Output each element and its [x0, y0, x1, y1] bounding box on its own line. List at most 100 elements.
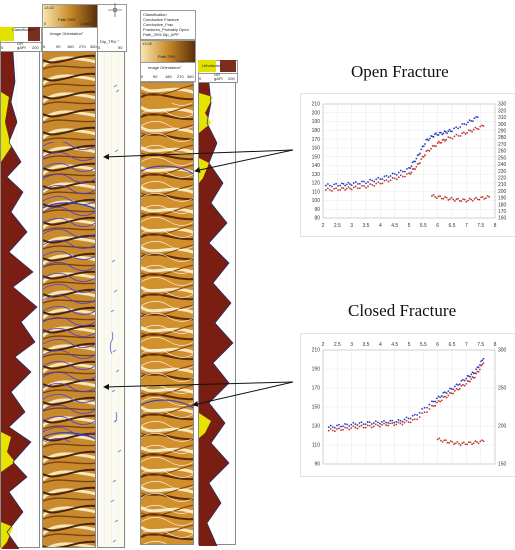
left-log-image-header [42, 27, 98, 52]
chart-data-point [465, 123, 468, 126]
chart-data-point [347, 181, 350, 184]
chart-data-point [450, 196, 453, 199]
chart-data-point [405, 416, 408, 419]
chart-data-point [449, 391, 451, 394]
chart-data-point [397, 418, 400, 421]
chart-data-point [329, 189, 331, 191]
left-log-orient-0: 0 [43, 44, 46, 49]
chart-data-point [440, 131, 442, 134]
chart-data-point [393, 172, 396, 175]
chart-x-tick-label: 7.5 [477, 342, 484, 348]
chart-y-left-tick-label: 130 [312, 172, 321, 178]
chart-data-point [465, 200, 468, 203]
left-log-header-scale-min: 0 [44, 21, 47, 26]
open-fracture-chart: 2 2.5 3 3.5 4 4.5 5 5.5 6 6.5 7 7.5 8 210 200 190 180 170… [300, 93, 515, 237]
chart-x-tick-label: 3.5 [363, 223, 370, 229]
chart-x-tick-label: 2.5 [334, 342, 341, 348]
chart-data-point [356, 424, 359, 426]
chart-data-point [436, 438, 439, 441]
chart-y-right-tick-label: 180 [498, 202, 507, 208]
chart-y-left-tick-label: 190 [312, 119, 321, 125]
chart-data-point [419, 152, 421, 155]
chart-data-point [413, 418, 416, 420]
chart-data-point [340, 186, 343, 189]
chart-data-point [413, 413, 416, 416]
chart-y-right-tick-label: 200 [498, 424, 507, 430]
left-log-gr-unit: gAPI [17, 45, 26, 50]
chart-data-point [476, 441, 478, 444]
chart-data-point [469, 441, 472, 444]
chart-data-point [358, 422, 361, 424]
right-log-gr-track [198, 82, 237, 546]
chart-x-tick-label: 5 [408, 342, 411, 348]
chart-x-tick-label: 5 [408, 223, 411, 229]
chart-data-point [437, 140, 440, 143]
chart-data-point [426, 138, 429, 141]
chart-data-point [449, 440, 452, 443]
chart-data-point [401, 423, 404, 426]
chart-data-point [474, 376, 476, 379]
right-log-orient-180: 180 [165, 74, 172, 79]
chart-data-point [422, 145, 425, 148]
chart-data-point [379, 182, 382, 185]
chart-data-point [393, 177, 396, 180]
chart-data-point [425, 150, 428, 152]
chart-data-point [446, 441, 449, 444]
chart-data-point [455, 383, 458, 386]
chart-data-point [331, 429, 334, 432]
chart-data-point [444, 391, 446, 394]
chart-data-point [393, 421, 396, 424]
chart-data-point [474, 440, 477, 442]
chart-data-point [411, 418, 414, 421]
chart-y-left-tick-label: 210 [312, 102, 321, 108]
chart-data-point [428, 150, 431, 152]
right-log-image-label: Image Orientation° [148, 65, 182, 70]
chart-data-point [448, 442, 451, 444]
chart-data-point [451, 137, 454, 140]
chart-y-left-tick-label: 170 [312, 137, 321, 143]
chart-data-point [363, 180, 365, 183]
chart-data-point [395, 173, 398, 176]
left-log-dip-label: Dip_TRU ° [100, 39, 120, 44]
right-log-gr-unit: gAPI [214, 76, 223, 81]
chart-data-point [345, 187, 348, 190]
chart-data-point [421, 412, 424, 415]
chart-data-point [420, 148, 423, 151]
chart-data-point [439, 400, 442, 403]
chart-data-point [346, 426, 349, 429]
chart-data-point [467, 199, 469, 202]
chart-data-point [434, 404, 437, 407]
chart-data-point [426, 406, 428, 409]
chart-data-point [440, 395, 443, 397]
chart-data-point [477, 366, 480, 369]
chart-data-point [435, 145, 437, 148]
chart-data-point [362, 426, 365, 429]
arrow-open-to-left-log [103, 149, 294, 160]
left-log-image-fmi [43, 52, 95, 547]
chart-data-point [441, 133, 444, 136]
chart-data-point [391, 422, 394, 425]
right-log-orient-0: 0 [141, 74, 144, 79]
chart-y-left-tick-label: 130 [312, 424, 321, 430]
chart-data-point [344, 189, 347, 191]
chart-y-left-tick-label: 100 [312, 198, 321, 204]
chart-data-point [338, 423, 340, 426]
chart-data-point [461, 123, 464, 125]
chart-x-tick-label: 2 [322, 342, 325, 348]
compass-icon [108, 3, 122, 17]
chart-data-point [335, 187, 338, 190]
chart-y-right-tick-label: 310 [498, 115, 507, 121]
chart-data-point [381, 423, 383, 426]
right-log-gr-curve [199, 83, 237, 546]
chart-data-point [348, 428, 351, 431]
chart-y-left-tick-label: 120 [312, 181, 321, 187]
chart-y-left-tick-label: 110 [312, 443, 320, 449]
chart-x-tick-label: 6 [436, 342, 439, 348]
chart-data-point [350, 188, 353, 191]
chart-data-point [470, 378, 473, 381]
chart-data-point [457, 197, 460, 200]
chart-data-point [366, 424, 369, 427]
chart-data-point [361, 184, 363, 187]
chart-data-point [460, 379, 463, 382]
right-log-image-track [140, 82, 194, 545]
